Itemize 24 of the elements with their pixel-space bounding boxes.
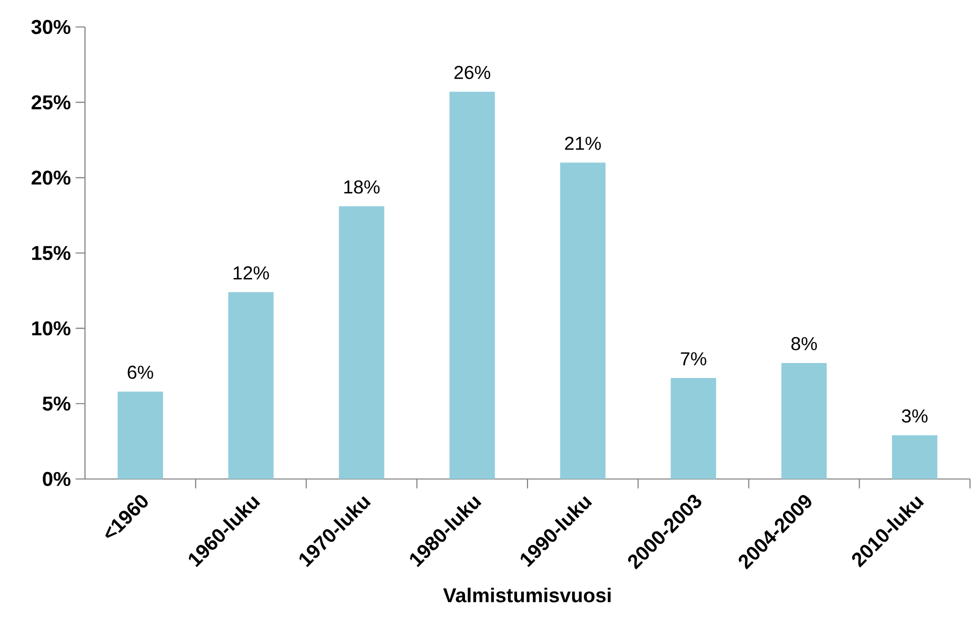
bar — [560, 162, 606, 479]
data-label: 12% — [234, 266, 269, 280]
y-tick-label: 25% — [32, 95, 70, 110]
data-label: 26% — [454, 66, 490, 80]
y-tick-label: 15% — [32, 246, 70, 260]
bar — [892, 435, 938, 479]
data-label: 6% — [128, 366, 154, 379]
data-label: 8% — [791, 337, 817, 350]
bar — [781, 362, 827, 479]
bar — [450, 92, 495, 479]
data-label: 21% — [565, 136, 601, 150]
data-label: 7% — [680, 352, 706, 366]
y-tick-label: 5% — [42, 396, 70, 411]
bar — [118, 392, 163, 479]
bar — [228, 292, 274, 479]
data-label: 18% — [344, 180, 380, 194]
x-axis-title: Valmistumisvuosi — [443, 588, 611, 602]
y-tick-label: 30% — [31, 20, 70, 34]
bar — [338, 206, 384, 479]
y-tick-label: 20% — [32, 170, 70, 185]
y-tick-label: 10% — [32, 321, 70, 336]
data-label: 3% — [902, 409, 928, 423]
y-tick-label: 0% — [42, 472, 70, 486]
bar — [670, 378, 716, 479]
